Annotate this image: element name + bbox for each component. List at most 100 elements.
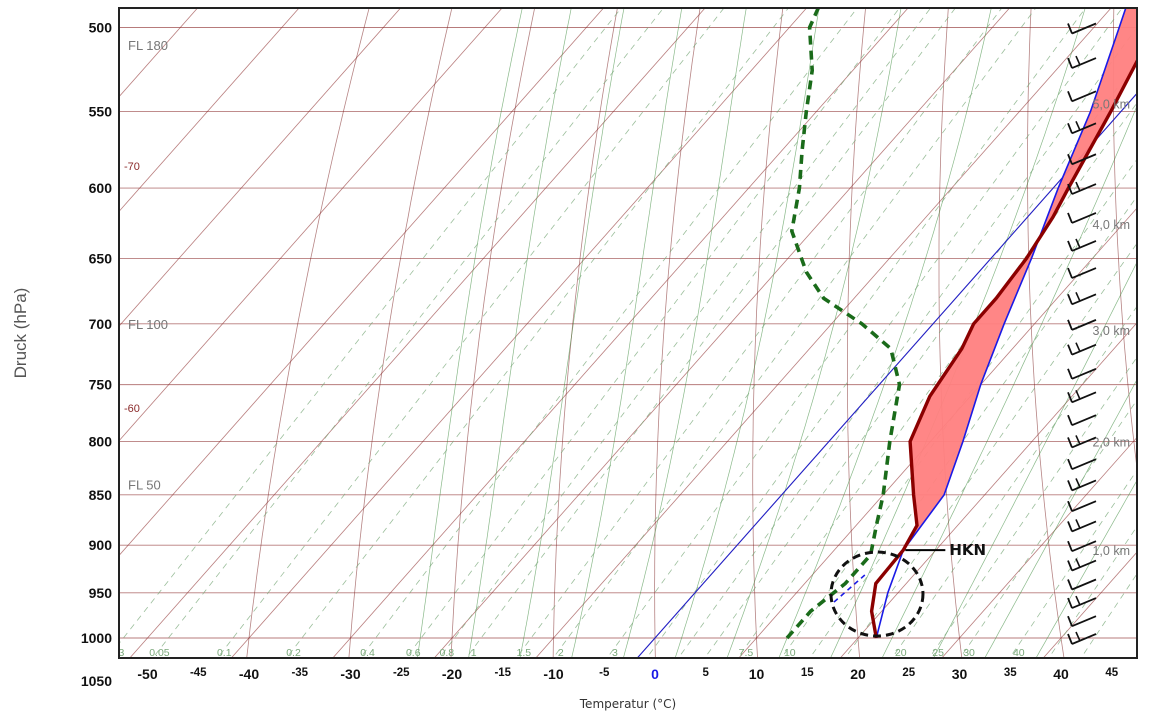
- mixing-ratio-label: 0.8: [440, 647, 455, 659]
- mixing-ratio-line: [780, 158, 1137, 658]
- flight-level-label: FL 50: [128, 477, 161, 492]
- dry-adiabat: [552, 8, 618, 658]
- mixing-ratio-line: [809, 195, 1137, 658]
- dry-adiabat: [348, 8, 453, 658]
- pressure-tick-label: 1050: [81, 673, 112, 689]
- temperature-tick-label: -5: [599, 667, 610, 679]
- mixing-ratio-label: 1.5: [517, 647, 532, 659]
- wind-barb: [1067, 292, 1097, 306]
- dry-adiabat: [654, 8, 701, 658]
- mixing-ratio-line: [737, 102, 1137, 658]
- moist-adiabat: [830, 8, 1086, 658]
- moist-adiabat: [1035, 479, 1137, 658]
- mixing-ratio-line: [405, 8, 900, 658]
- mixing-ratio-line: [677, 26, 1137, 658]
- pressure-tick-label: 600: [89, 180, 113, 196]
- temperature-tick-label: 35: [1004, 667, 1017, 679]
- dry-adiabat: [938, 8, 963, 658]
- temperature-tick-label: 10: [749, 666, 765, 682]
- temperature-tick-label: 40: [1053, 666, 1069, 682]
- pressure-tick-label: 650: [89, 251, 113, 267]
- moist-adiabat: [416, 8, 523, 658]
- pressure-tick-label: 550: [89, 103, 113, 119]
- flight-level-label: FL 180: [128, 38, 168, 53]
- wind-barb: [1067, 55, 1097, 69]
- height-label: 2,0 km: [1092, 435, 1130, 449]
- wind-barb: [1067, 578, 1097, 591]
- isotherm: [839, 322, 1137, 658]
- parcel-line: [875, 8, 1127, 639]
- wind-barb: [1067, 367, 1097, 380]
- wind-barb: [1067, 153, 1097, 166]
- parcel-lower-dash: [833, 573, 867, 603]
- mixing-ratio-line: [552, 8, 1037, 658]
- mixing-ratio-label: 0.1: [217, 647, 232, 659]
- mixing-ratio-line: [515, 8, 1003, 658]
- mixing-ratio-label: 25: [932, 647, 944, 659]
- moist-adiabat: [933, 261, 1137, 658]
- moist-adiabat: [726, 8, 902, 658]
- wind-barb: [1067, 631, 1097, 645]
- wind-barb: [1067, 319, 1097, 331]
- dry-adiabat: [752, 8, 784, 658]
- mixing-ratio-label: 2: [558, 647, 564, 659]
- isotherm: [332, 8, 909, 658]
- wind-barb: [1067, 558, 1097, 572]
- annotation-label: HKN: [949, 541, 986, 559]
- y-axis-label: Druck (hPa): [11, 288, 30, 379]
- moist-adiabat: [623, 8, 747, 658]
- wind-barb: [1067, 90, 1097, 103]
- temperature-tick-label: -35: [291, 667, 308, 679]
- mixing-ratio-label: 3: [612, 647, 618, 659]
- pressure-tick-label: 800: [89, 433, 113, 449]
- wind-barb: [1067, 389, 1097, 404]
- mixing-ratio-label: 0.6: [406, 647, 421, 659]
- x-axis-label: Temperatur (°C): [579, 697, 676, 711]
- temperature-tick-label: -10: [543, 666, 563, 682]
- mixing-ratio-label: 20: [895, 647, 907, 659]
- dewpoint-line: [785, 8, 902, 640]
- mixing-ratio-label: 0.03: [104, 647, 125, 659]
- dry-adiabat: [450, 8, 536, 658]
- wind-barb: [1067, 267, 1097, 279]
- temperature-tick-label: 20: [850, 666, 866, 682]
- pressure-tick-label: 750: [89, 377, 113, 393]
- mixing-ratio-line: [704, 60, 1137, 658]
- temperature-tick-label: -25: [393, 667, 410, 679]
- temperature-tick-label: -20: [442, 666, 462, 682]
- temperature-tick-label: 30: [952, 666, 968, 682]
- mixing-ratio-line: [465, 8, 956, 658]
- wind-barb: [1067, 595, 1097, 609]
- theta-label: -70: [124, 161, 140, 173]
- temperature-tick-label: -30: [340, 666, 360, 682]
- isotherm: [433, 8, 1011, 658]
- wind-barb: [1067, 500, 1097, 512]
- pressure-tick-label: 850: [89, 487, 113, 503]
- isotherm: [119, 8, 503, 442]
- mixing-ratio-label: 30: [963, 647, 975, 659]
- mixing-ratio-line: [438, 8, 932, 658]
- mixing-ratio-label: 0.05: [149, 647, 170, 659]
- theta-label: -60: [124, 403, 140, 415]
- moist-adiabat: [984, 378, 1137, 658]
- isotherm: [230, 8, 808, 658]
- flight-level-label: FL 100: [128, 317, 168, 332]
- temperature-line: [869, 57, 1137, 639]
- wind-barb: [1067, 181, 1097, 195]
- wind-barb: [1067, 212, 1097, 224]
- mixing-ratio-line: [359, 8, 858, 658]
- moist-adiabat: [674, 8, 820, 658]
- wind-barb: [1067, 414, 1097, 426]
- wind-barb: [1067, 458, 1097, 471]
- wind-barb: [1067, 121, 1097, 135]
- moist-adiabat: [778, 8, 992, 658]
- pressure-tick-label: 1000: [81, 630, 112, 646]
- temperature-tick-label: 25: [902, 667, 915, 679]
- isotherm: [535, 8, 1112, 658]
- temperature-tick-label: 45: [1105, 667, 1118, 679]
- dry-adiabat: [246, 8, 370, 658]
- dry-adiabat: [847, 8, 866, 658]
- height-label: 4,0 km: [1092, 218, 1130, 232]
- pressure-tick-label: 950: [89, 585, 113, 601]
